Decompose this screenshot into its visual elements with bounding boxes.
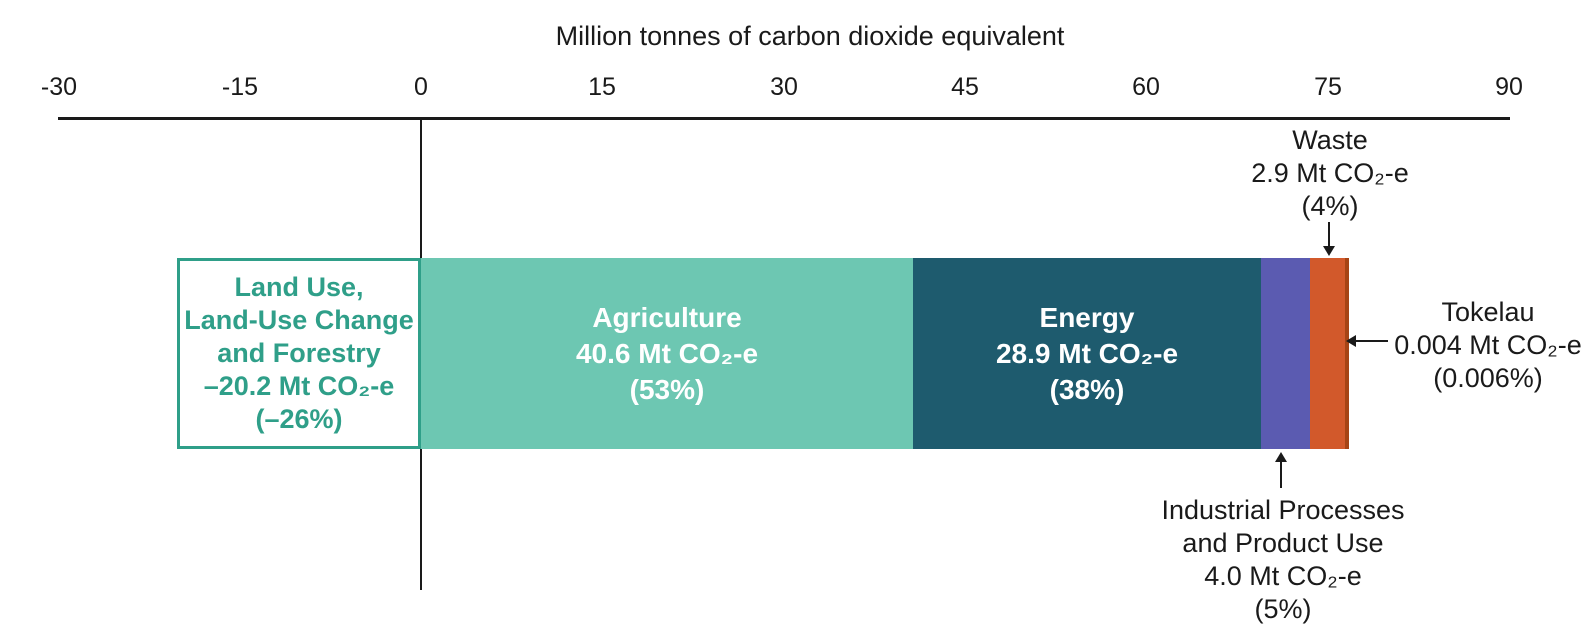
industrial-processes-arrow-head-icon bbox=[1275, 452, 1287, 462]
industrial-processes-annotation: Industrial Processes and Product Use 4.0… bbox=[1161, 494, 1404, 626]
bar-segment-waste bbox=[1310, 258, 1345, 449]
bar-segment-agriculture bbox=[421, 258, 913, 449]
agriculture-label-line: Agriculture bbox=[592, 301, 742, 333]
x-tick-neg30: -30 bbox=[40, 73, 78, 101]
agriculture-label-line: (53%) bbox=[629, 373, 705, 405]
waste-annotation-line: Waste bbox=[1292, 125, 1368, 155]
energy-label-line: Energy bbox=[1039, 301, 1135, 333]
x-tick-75: 75 bbox=[1314, 73, 1342, 101]
bar-segment-tokelau bbox=[1345, 258, 1349, 449]
x-tick-30: 30 bbox=[770, 73, 798, 101]
waste-annotation-line: 2.9 Mt CO₂-e bbox=[1251, 158, 1409, 188]
industrial-annotation-line: Industrial Processes bbox=[1161, 495, 1405, 525]
land-use-label-line: (–26%) bbox=[255, 404, 343, 434]
x-axis-line bbox=[58, 117, 1510, 120]
tokelau-annotation-line: Tokelau bbox=[1441, 297, 1535, 327]
tokelau-arrow-head-icon bbox=[1346, 335, 1356, 347]
tokelau-annotation-line: 0.004 Mt CO₂-e bbox=[1394, 330, 1582, 360]
waste-arrow bbox=[1328, 222, 1330, 246]
industrial-processes-arrow bbox=[1280, 461, 1282, 488]
agriculture-label-line: 40.6 Mt CO₂-e bbox=[575, 337, 759, 369]
industrial-annotation-line: 4.0 Mt CO₂-e bbox=[1204, 561, 1362, 591]
chart-title: Million tonnes of carbon dioxide equival… bbox=[555, 21, 1065, 51]
energy-label-line: (38%) bbox=[1049, 373, 1125, 405]
bar-segment-industrial-processes bbox=[1261, 258, 1310, 449]
x-tick-neg15: -15 bbox=[221, 73, 259, 101]
bar-segment-energy bbox=[913, 258, 1261, 449]
x-tick-45: 45 bbox=[951, 73, 979, 101]
agriculture-label: Agriculture 40.6 Mt CO₂-e (53%) bbox=[421, 258, 913, 449]
energy-label-line: 28.9 Mt CO₂-e bbox=[995, 337, 1179, 369]
land-use-label-line: Land Use, bbox=[234, 272, 364, 302]
bar-segment-land-use: Land Use, Land-Use Change and Forestry –… bbox=[177, 258, 421, 449]
x-tick-60: 60 bbox=[1132, 73, 1160, 101]
waste-annotation-line: (4%) bbox=[1301, 191, 1359, 221]
tokelau-arrow bbox=[1354, 340, 1388, 342]
x-tick-0: 0 bbox=[414, 73, 428, 101]
industrial-annotation-line: (5%) bbox=[1254, 594, 1312, 624]
land-use-label-line: –20.2 Mt CO₂-e bbox=[203, 371, 395, 401]
x-tick-15: 15 bbox=[588, 73, 616, 101]
tokelau-annotation-line: (0.006%) bbox=[1433, 363, 1543, 393]
industrial-annotation-line: and Product Use bbox=[1182, 528, 1384, 558]
land-use-label-line: Land-Use Change bbox=[184, 305, 414, 335]
waste-arrow-head-icon bbox=[1323, 246, 1335, 256]
land-use-label-line: and Forestry bbox=[217, 338, 381, 368]
x-tick-90: 90 bbox=[1495, 73, 1523, 101]
tokelau-annotation: Tokelau 0.004 Mt CO₂-e (0.006%) bbox=[1394, 296, 1582, 395]
waste-annotation: Waste 2.9 Mt CO₂-e (4%) bbox=[1251, 124, 1409, 223]
energy-label: Energy 28.9 Mt CO₂-e (38%) bbox=[913, 258, 1261, 449]
